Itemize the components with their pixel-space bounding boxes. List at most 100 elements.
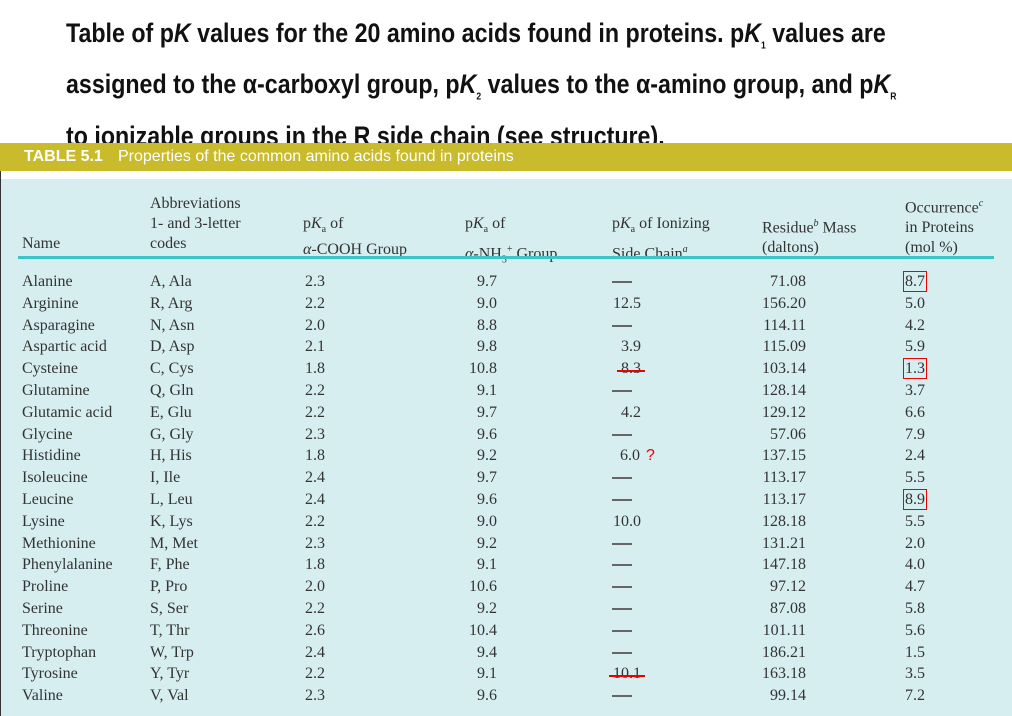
cell-abbreviation: E, Glu [150, 403, 192, 423]
cell-name-value: Aspartic acid [22, 338, 107, 356]
cell-pka-cooh-value: 2.3 [305, 273, 325, 290]
cell-name-value: Tryptophan [22, 643, 97, 661]
slide-title: Table of pK values for the 20 amino acid… [66, 14, 896, 155]
header-line: Abbreviations [150, 195, 241, 212]
header-pka-cooh: pKa of α-COOH Group [303, 214, 407, 260]
cell-pka-cooh-value: 2.0 [305, 316, 325, 334]
cell-pka-nh3-value: 10.4 [469, 621, 497, 639]
cell-pka-cooh: 2.4 [305, 643, 325, 663]
cell-pka-nh3: 9.1 [477, 381, 497, 401]
cell-pka-side-chain-value: 10.1 [613, 665, 641, 683]
cell-pka-nh3: 10.8 [469, 359, 497, 379]
cell-occurrence-value: 5.0 [905, 294, 925, 312]
cell-occurrence: 5.0 [905, 294, 925, 314]
cell-pka-cooh-value: 2.2 [305, 403, 325, 421]
cell-residue-mass: 156.20 [762, 294, 806, 314]
cell-abbreviation: G, Gly [150, 425, 194, 445]
cell-occurrence: 8.9 [903, 489, 927, 510]
cell-name: Phenylalanine [22, 555, 113, 575]
cell-name: Glutamic acid [22, 403, 112, 423]
cell-occurrence-value: 2.4 [905, 447, 925, 465]
cell-name: Histidine [22, 446, 81, 466]
header-line: α-COOH Group [303, 241, 407, 259]
cell-pka-cooh-value: 2.0 [305, 578, 325, 596]
title-text: Table of p [66, 18, 174, 48]
cell-name-value: Glutamine [22, 382, 90, 399]
cell-residue-mass: 114.11 [763, 316, 806, 336]
cell-residue-mass-value: 186.21 [762, 643, 806, 661]
cell-pka-side-chain-value: 10.0 [613, 512, 641, 530]
title-text: R [890, 91, 897, 103]
cell-pka-nh3-value: 10.6 [469, 578, 497, 596]
header-line: in Proteins [905, 219, 974, 237]
cell-abbreviation-value: D, Asp [150, 338, 195, 356]
cell-pka-nh3-value: 9.4 [477, 643, 497, 661]
cell-abbreviation: H, His [150, 446, 192, 466]
header-line: pKa of [465, 215, 506, 236]
cell-occurrence-value: 2.0 [905, 534, 925, 552]
cell-residue-mass-value: 128.14 [762, 382, 806, 399]
cell-pka-nh3-value: 9.2 [477, 534, 497, 552]
cell-occurrence: 3.5 [905, 664, 925, 684]
cell-name-value: Cysteine [22, 360, 78, 378]
cell-pka-nh3: 9.0 [477, 512, 497, 532]
cell-residue-mass-value: 147.18 [762, 556, 806, 574]
cell-residue-mass: 87.08 [770, 599, 806, 619]
cell-pka-nh3: 9.1 [477, 555, 497, 575]
cell-residue-mass: 113.17 [763, 490, 806, 510]
cell-pka-cooh: 2.4 [305, 490, 325, 510]
cell-name: Valine [22, 686, 63, 706]
header-rule [18, 256, 994, 259]
table-caption-bar: TABLE 5.1 Properties of the common amino… [0, 143, 1012, 171]
cell-pka-cooh-value: 2.2 [305, 600, 325, 617]
cell-pka-cooh: 2.2 [305, 512, 325, 532]
title-text: K [744, 18, 761, 48]
cell-residue-mass: 97.12 [770, 577, 806, 597]
cell-occurrence-value: 1.3 [903, 358, 927, 380]
cell-occurrence: 4.2 [905, 316, 925, 336]
cell-occurrence-value: 5.6 [905, 621, 925, 639]
cell-abbreviation-value: Q, Gln [150, 382, 194, 399]
header-line: Residue [762, 219, 814, 237]
cell-pka-nh3: 9.8 [477, 337, 497, 357]
cell-pka-cooh: 2.3 [305, 272, 325, 292]
cell-occurrence-value: 4.0 [905, 556, 925, 574]
cell-pka-cooh-value: 1.8 [305, 556, 325, 574]
cell-name: Leucine [22, 490, 74, 510]
cell-abbreviation: N, Asn [150, 316, 194, 336]
cell-occurrence: 8.7 [903, 271, 927, 292]
cell-residue-mass: 131.21 [762, 534, 806, 554]
footnote-mark: a [682, 244, 688, 256]
title-text: assigned to the [66, 69, 243, 100]
cell-pka-cooh: 2.1 [305, 337, 325, 357]
cell-pka-nh3: 9.7 [477, 468, 497, 488]
cell-residue-mass-value: 103.14 [762, 360, 806, 378]
cell-residue-mass-value: 137.15 [762, 447, 806, 465]
cell-occurrence: 1.5 [905, 643, 925, 663]
cell-pka-cooh-value: 2.2 [305, 294, 325, 312]
cell-pka-cooh: 2.3 [305, 686, 325, 706]
cell-abbreviation: V, Val [150, 686, 189, 706]
cell-pka-side-chain: 10.1 [613, 664, 641, 684]
cell-pka-nh3-value: 9.0 [477, 512, 497, 530]
cell-pka-cooh-value: 2.2 [305, 382, 325, 399]
cell-occurrence: 6.6 [905, 403, 925, 423]
cell-pka-cooh-value: 2.2 [305, 512, 325, 530]
cell-residue-mass-value: 129.12 [762, 403, 806, 421]
cell-side-chain-dash: — [612, 324, 632, 327]
cell-abbreviation-value: A, Ala [150, 273, 192, 290]
cell-residue-mass-value: 113.17 [762, 469, 806, 487]
cell-pka-nh3-value: 9.1 [477, 665, 497, 683]
cell-pka-nh3: 9.2 [477, 599, 497, 619]
cell-abbreviation-value: S, Ser [150, 600, 189, 617]
cell-side-chain-dash: — [612, 499, 632, 501]
cell-pka-side-chain-value: 8.3 [621, 360, 641, 378]
cell-abbreviation-value: P, Pro [150, 578, 188, 596]
cell-abbreviation: S, Ser [150, 599, 188, 619]
header-occurrence: Occurrencec in Proteins (mol %) [905, 194, 983, 258]
cell-name-value: Valine [22, 687, 63, 705]
cell-residue-mass-value: 114.11 [763, 316, 806, 334]
cell-abbreviation-value: E, Glu [150, 403, 192, 421]
title-text: α [242, 69, 258, 100]
cell-abbreviation: Y, Tyr [150, 664, 189, 684]
